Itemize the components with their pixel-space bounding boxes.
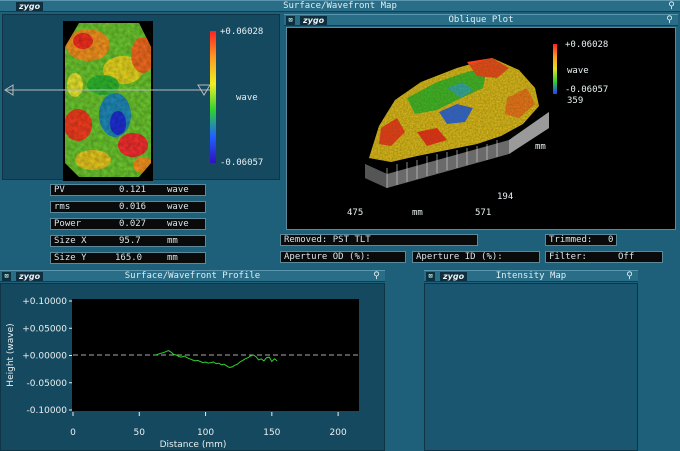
profile-titlebar[interactable]: ⊠ zygo Surface/Wavefront Profile ⚲ (0, 270, 385, 282)
profile-y-axis-label: Height (wave) (6, 323, 16, 386)
stat-unit: wave (167, 185, 189, 195)
intensity-map-panel[interactable] (424, 283, 638, 451)
profile-plot-background (72, 299, 359, 411)
stat-value: 165.0 (115, 253, 143, 263)
pin-icon[interactable]: ⚲ (668, 1, 675, 11)
oblique-x-right: 571 (475, 208, 492, 218)
stat-row: Power 0.027 wave (50, 218, 206, 230)
y-tick-label: +0.00000 (22, 352, 67, 362)
close-icon[interactable]: ⊠ (426, 272, 435, 281)
oblique-3d-plot (365, 44, 557, 188)
surface-map-image[interactable] (3, 15, 281, 181)
surface-colorbar-max: +0.06028 (220, 27, 264, 37)
stat-value: 0.027 (119, 219, 147, 229)
main-window-title: Surface/Wavefront Map (283, 1, 397, 11)
trimmed-value: 0 (608, 235, 614, 245)
intensity-title: Intensity Map (495, 271, 567, 281)
oblique-x-left: 475 (347, 208, 364, 218)
profile-panel: +0.10000 +0.05000 +0.00000 -0.05000 -0.10000… (0, 283, 385, 451)
y-tick-label: -0.05000 (27, 379, 68, 389)
oblique-title: Oblique Plot (448, 15, 514, 25)
filter-value: Off (618, 252, 635, 262)
oblique-colorbar-unit: wave (567, 66, 589, 76)
aperture-id-field: Aperture ID (%): (412, 251, 540, 263)
x-tick-label: 0 (70, 428, 76, 438)
filter-field: Filter: Off (545, 251, 663, 263)
stat-row: PV 0.121 wave (50, 184, 206, 196)
stat-label: rms (54, 202, 71, 212)
oblique-y-unit: mm (535, 142, 546, 152)
stat-label: Size X (54, 236, 87, 246)
aperture-od-label: Aperture OD (%): (284, 252, 371, 262)
stat-unit: wave (167, 219, 189, 229)
filter-label: Filter: (549, 252, 587, 262)
trimmed-field: Trimmed: 0 (545, 234, 617, 246)
intensity-titlebar[interactable]: ⊠ zygo Intensity Map ⚲ (424, 270, 638, 282)
zygo-logo: zygo (16, 272, 44, 281)
stat-unit: wave (167, 202, 189, 212)
x-tick-label: 50 (134, 428, 146, 438)
stat-value: 0.121 (119, 185, 147, 195)
removed-field: Removed: PST TLT (280, 234, 478, 246)
removed-text: Removed: PST TLT (284, 235, 371, 245)
oblique-x-unit: mm (412, 208, 423, 218)
close-icon[interactable]: ⊠ (2, 272, 11, 281)
stat-label: Size Y (54, 253, 87, 263)
y-tick-label: +0.10000 (22, 297, 67, 307)
zygo-logo: zygo (16, 2, 44, 11)
oblique-colorbar-max: +0.06028 (565, 40, 609, 50)
stat-value: 95.7 (119, 236, 141, 246)
oblique-y-top: 359 (567, 96, 584, 106)
y-tick-label: -0.10000 (27, 406, 68, 416)
oblique-colorbar-min: -0.06057 (565, 85, 609, 95)
y-tick-label: +0.05000 (22, 324, 67, 334)
profile-x-axis-label: Distance (mm) (160, 440, 227, 450)
zygo-logo: zygo (300, 16, 328, 25)
pin-icon[interactable]: ⚲ (373, 271, 380, 281)
close-icon[interactable]: ⊠ (286, 16, 295, 25)
stat-unit: mm (167, 236, 178, 246)
x-tick-label: 200 (330, 428, 347, 438)
trimmed-label: Trimmed: (549, 235, 593, 245)
stat-value: 0.016 (119, 202, 147, 212)
stat-unit: mm (167, 253, 178, 263)
surface-colorbar-min: -0.06057 (220, 158, 264, 168)
aperture-id-label: Aperture ID (%): (416, 252, 503, 262)
profile-series-line (155, 350, 278, 369)
oblique-plot-area[interactable]: +0.06028 wave -0.06057 359 mm 194 475 mm… (286, 27, 676, 230)
surface-map-panel: +0.06028 wave -0.06057 (2, 14, 281, 181)
stat-label: Power (54, 219, 82, 229)
x-tick-label: 150 (263, 428, 280, 438)
stat-row: Size X 95.7 mm (50, 235, 206, 247)
stat-row: rms 0.016 wave (50, 201, 206, 213)
pin-icon[interactable]: ⚲ (666, 15, 673, 25)
profile-title: Surface/Wavefront Profile (124, 271, 261, 281)
pin-icon[interactable]: ⚲ (626, 271, 633, 281)
surface-colorbar-unit: wave (236, 93, 258, 103)
profile-chart[interactable]: +0.10000 +0.05000 +0.00000 -0.05000 -0.10000… (1, 284, 384, 450)
stat-row: Size Y 165.0 mm (50, 252, 206, 264)
oblique-y-bottom: 194 (497, 192, 514, 202)
stat-label: PV (54, 185, 65, 195)
aperture-od-field: Aperture OD (%): (280, 251, 406, 263)
oblique-titlebar[interactable]: ⊠ zygo Oblique Plot ⚲ (284, 14, 678, 26)
main-window-titlebar[interactable]: zygo Surface/Wavefront Map ⚲ (0, 0, 680, 12)
zygo-logo: zygo (440, 272, 468, 281)
x-tick-label: 100 (197, 428, 214, 438)
